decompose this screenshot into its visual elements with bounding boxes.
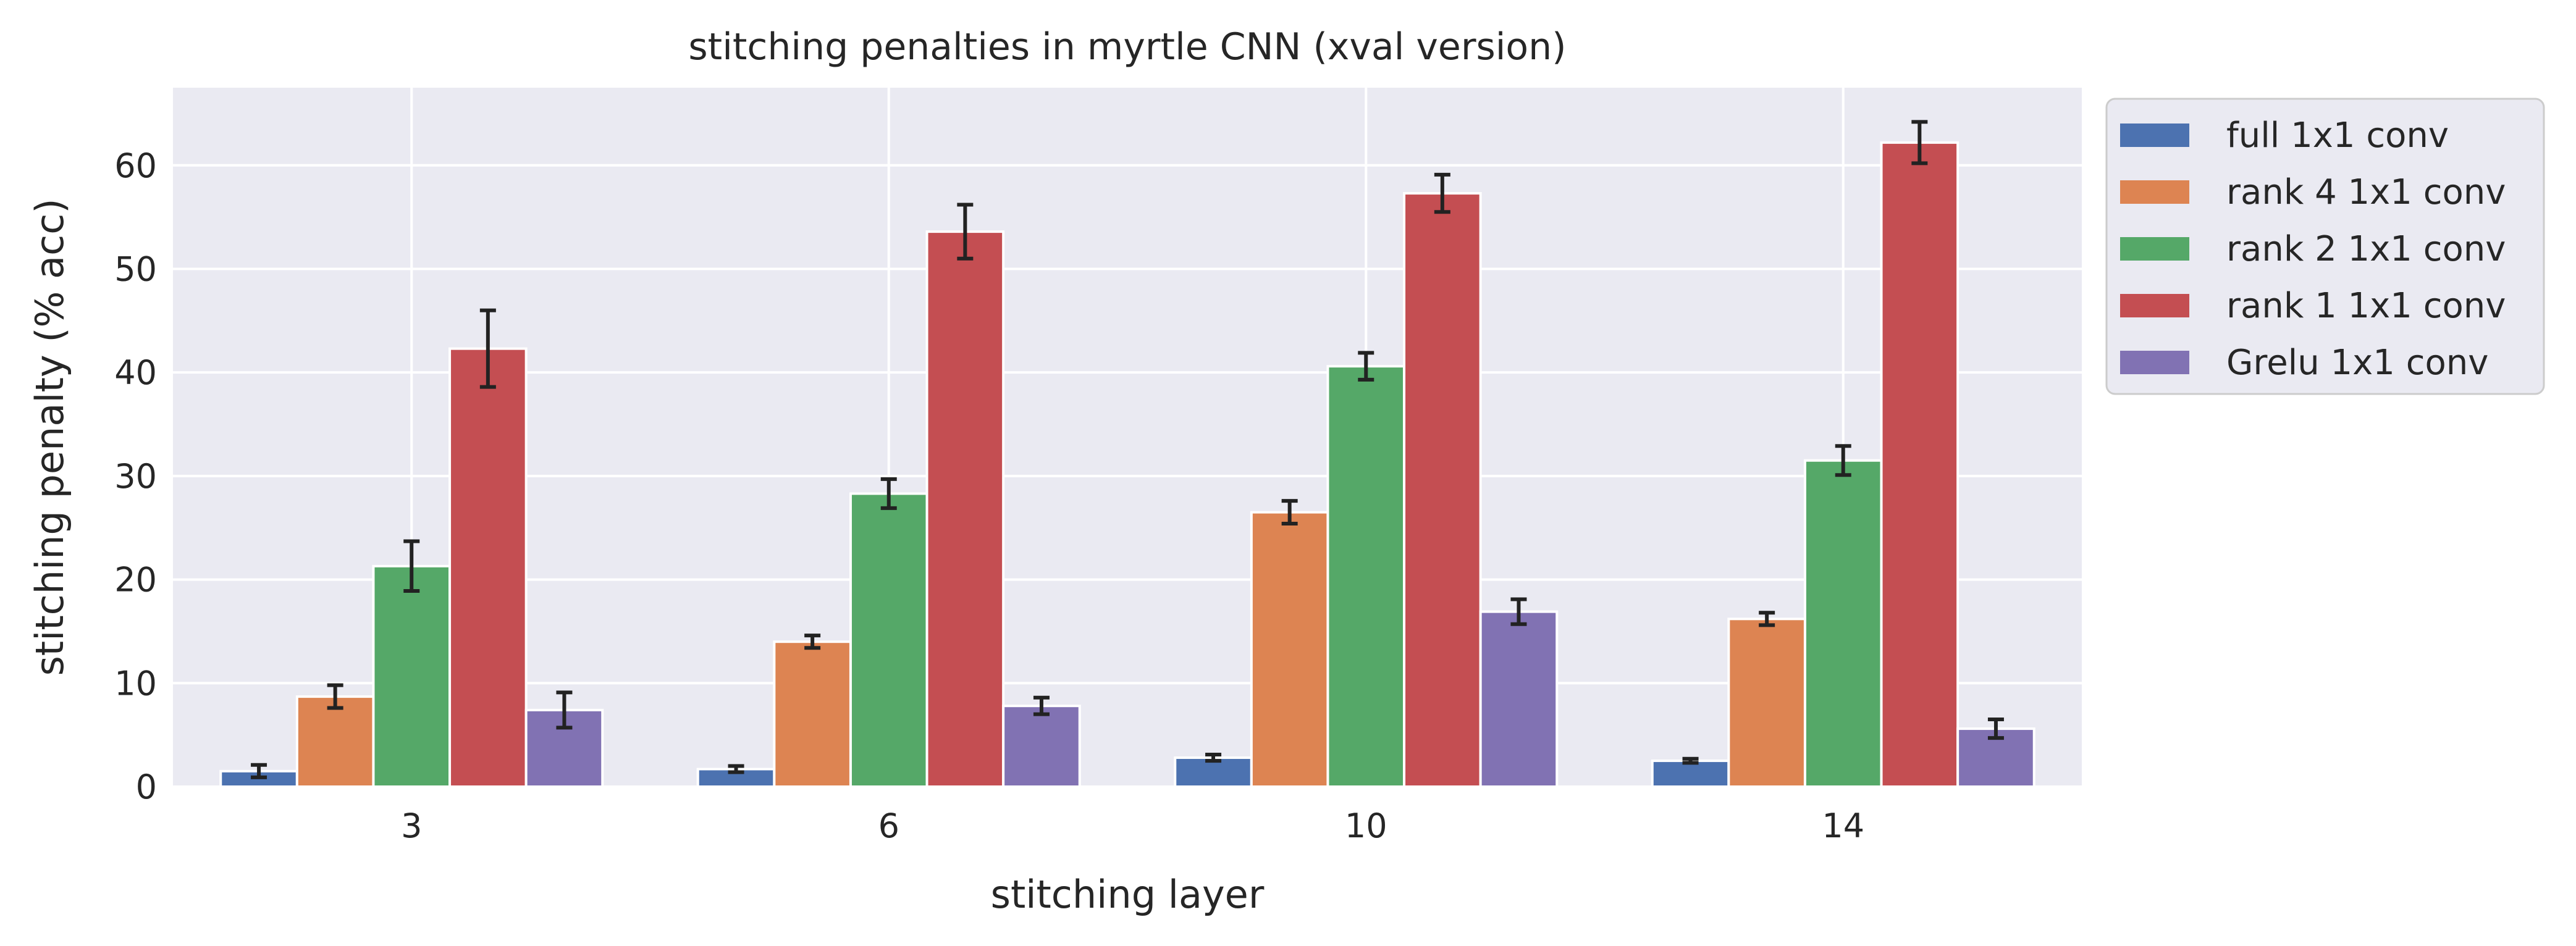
bar (1326, 365, 1406, 788)
y-tick-label: 30 (114, 457, 157, 496)
error-bar (1510, 597, 1527, 626)
legend-frame (2105, 98, 2545, 395)
y-tick-label: 0 (136, 768, 157, 806)
error-bar (556, 690, 573, 730)
error-bar (1682, 756, 1699, 765)
error-bar (479, 308, 496, 389)
bar (1803, 459, 1883, 788)
legend-entry: rank 4 1x1 conv (2120, 172, 2506, 212)
bar (448, 347, 528, 788)
error-bar (804, 634, 821, 650)
y-tick-label: 10 (114, 664, 157, 703)
x-tick-label: 3 (401, 806, 422, 845)
legend-label: Grelu 1x1 conv (2226, 343, 2488, 383)
x-tick-label: 6 (878, 806, 899, 845)
error-bar (957, 203, 974, 261)
bar (1880, 141, 1959, 789)
bars (219, 141, 2035, 789)
legend-label: rank 1 1x1 conv (2226, 286, 2506, 326)
y-tick-label: 60 (114, 146, 157, 185)
legend-swatch (2120, 180, 2189, 204)
legend-items: full 1x1 conv rank 4 1x1 conv rank 2 1x1 c… (2120, 115, 2506, 383)
bar (295, 695, 375, 788)
error-bar (1434, 172, 1450, 214)
error-bars (251, 120, 2004, 779)
error-bar (1033, 695, 1050, 716)
bar (1002, 705, 1081, 789)
legend: full 1x1 conv rank 4 1x1 conv rank 2 1x1 c… (2105, 98, 2545, 395)
error-bar (1987, 717, 2004, 740)
bar (1727, 617, 1806, 788)
bar (1250, 511, 1329, 789)
y-tick-label: 20 (114, 561, 157, 600)
error-bar (728, 764, 744, 774)
legend-entry: Grelu 1x1 conv (2120, 343, 2488, 383)
error-bar (327, 683, 343, 710)
error-bar (403, 539, 420, 593)
error-bar (1281, 499, 1298, 526)
legend-label: rank 4 1x1 conv (2226, 172, 2506, 212)
legend-entry: rank 1 1x1 conv (2120, 286, 2506, 326)
x-axis-label: stitching layer (991, 872, 1265, 917)
y-tick-labels: 0 10 20 30 40 50 60 (114, 146, 157, 806)
error-bar (1911, 120, 1928, 165)
y-tick-label: 40 (114, 353, 157, 392)
error-bar (251, 763, 267, 779)
error-bar (1759, 611, 1775, 627)
x-tick-label: 14 (1822, 806, 1864, 845)
error-bar (880, 477, 897, 510)
bar (1479, 610, 1559, 788)
legend-label: full 1x1 conv (2226, 115, 2449, 156)
error-bar (1835, 444, 1851, 477)
bar (773, 640, 852, 789)
bar (372, 564, 452, 789)
bar (925, 230, 1005, 788)
chart-title: stitching penalties in myrtle CNN (xval … (688, 25, 1566, 69)
y-axis-label: stitching penalty (% acc) (27, 198, 72, 676)
legend-entry: full 1x1 conv (2120, 115, 2449, 156)
bar (1403, 192, 1482, 788)
x-tick-label: 10 (1345, 806, 1387, 845)
legend-label: rank 2 1x1 conv (2226, 229, 2506, 269)
legend-entry: rank 2 1x1 conv (2120, 229, 2506, 269)
x-tick-labels: 3 6 10 14 (401, 806, 1864, 845)
legend-swatch (2120, 294, 2189, 317)
y-tick-label: 50 (114, 249, 157, 288)
error-bar (1205, 753, 1222, 763)
error-bar (1358, 351, 1374, 382)
legend-swatch (2120, 123, 2189, 147)
legend-swatch (2120, 351, 2189, 374)
bar (849, 492, 928, 788)
legend-swatch (2120, 237, 2189, 261)
